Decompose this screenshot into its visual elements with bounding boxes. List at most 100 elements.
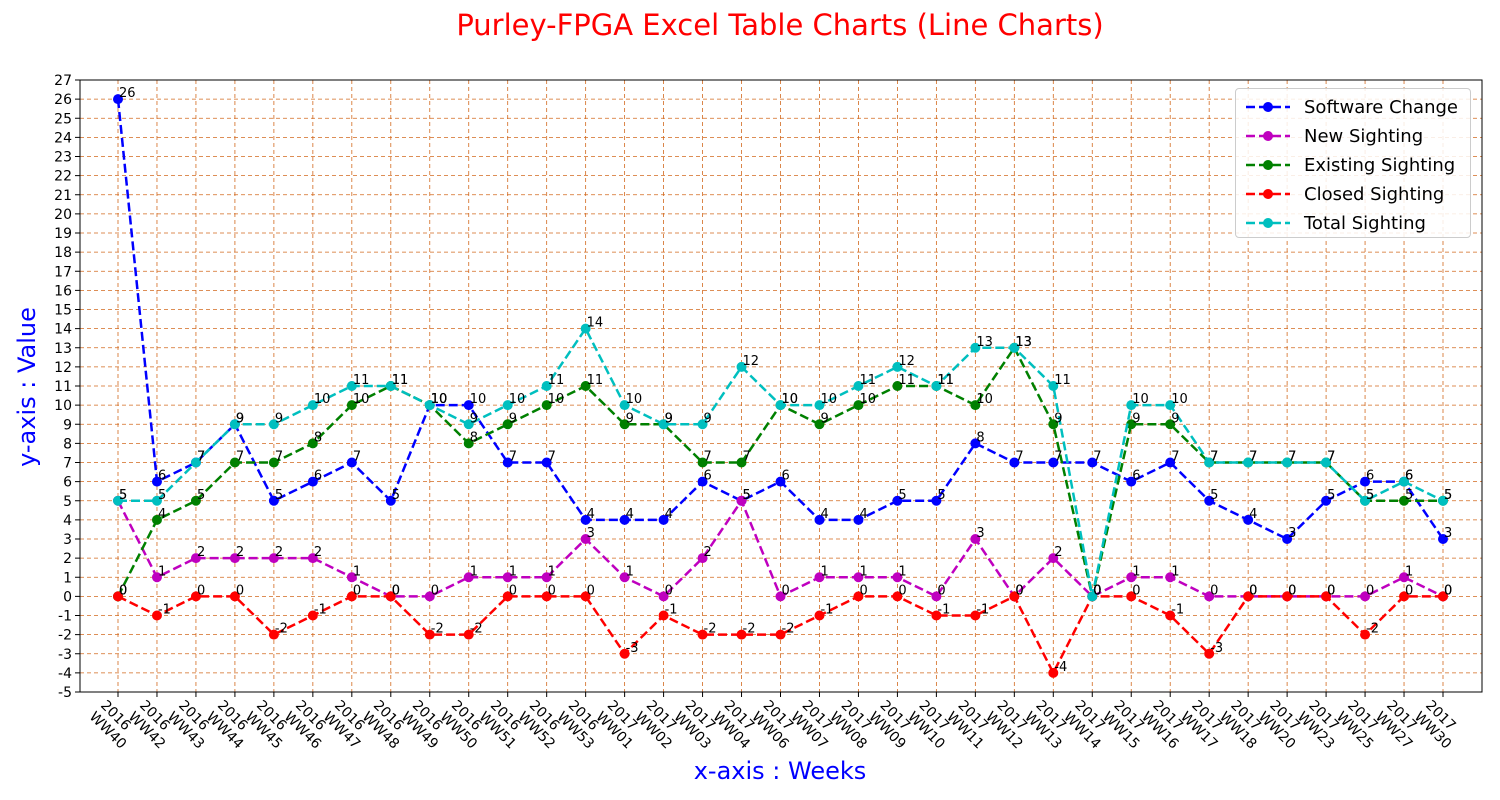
data-label-total-sighting: 9 xyxy=(236,411,244,426)
data-point-closed-sighting xyxy=(1360,629,1371,640)
data-label-total-sighting: 10 xyxy=(820,392,837,407)
data-point-software-change xyxy=(502,457,513,468)
data-label-existing-sighting: 11 xyxy=(937,373,954,388)
data-label-total-sighting: 11 xyxy=(548,373,565,388)
data-label-software-change: 3 xyxy=(1444,526,1452,541)
y-tick-label: 2 xyxy=(63,551,72,567)
data-point-software-change xyxy=(814,514,825,525)
x-axis-ticks: 2016WW40 2016WW42 2016WW43 2016WW44 2016WW45… xyxy=(86,692,1459,752)
data-point-new-sighting xyxy=(268,553,279,564)
data-point-existing-sighting xyxy=(463,438,474,449)
y-tick-label: 10 xyxy=(54,398,72,414)
data-label-closed-sighting: -3 xyxy=(1210,641,1223,656)
data-label-new-sighting: 3 xyxy=(587,526,595,541)
data-label-total-sighting: 10 xyxy=(1171,392,1188,407)
data-label-software-change: 7 xyxy=(197,450,205,465)
data-label-software-change: 7 xyxy=(509,450,517,465)
y-tick-label: 18 xyxy=(54,245,72,261)
data-label-closed-sighting: -1 xyxy=(665,603,678,618)
legend-swatch xyxy=(1246,102,1290,112)
data-label-new-sighting: 0 xyxy=(1249,583,1257,598)
data-label-software-change: 5 xyxy=(1210,488,1218,503)
data-label-closed-sighting: -2 xyxy=(431,622,444,637)
data-label-closed-sighting: -2 xyxy=(275,622,288,637)
data-label-software-change: 5 xyxy=(1327,488,1335,503)
y-tick-label: 1 xyxy=(63,570,72,586)
data-label-new-sighting: 2 xyxy=(197,545,205,560)
data-point-closed-sighting xyxy=(307,610,318,621)
data-label-software-change: 7 xyxy=(1054,450,1062,465)
data-label-total-sighting: 11 xyxy=(937,373,954,388)
data-label-new-sighting: 2 xyxy=(704,545,712,560)
data-point-new-sighting xyxy=(931,591,942,602)
data-point-new-sighting xyxy=(307,553,318,564)
data-label-existing-sighting: 10 xyxy=(782,392,799,407)
data-point-existing-sighting xyxy=(619,419,630,430)
data-point-existing-sighting xyxy=(853,400,864,411)
data-point-existing-sighting xyxy=(1126,419,1137,430)
data-label-new-sighting: 1 xyxy=(1171,564,1179,579)
data-point-new-sighting xyxy=(814,572,825,583)
data-label-new-sighting: 0 xyxy=(1366,583,1374,598)
data-label-closed-sighting: 0 xyxy=(197,583,205,598)
data-point-existing-sighting xyxy=(814,419,825,430)
data-label-total-sighting: 13 xyxy=(1015,335,1032,350)
data-point-new-sighting xyxy=(1360,591,1371,602)
data-point-software-change xyxy=(970,438,981,449)
data-point-software-change xyxy=(1321,495,1332,506)
data-point-software-change xyxy=(931,495,942,506)
data-point-new-sighting xyxy=(775,591,786,602)
data-label-closed-sighting: 0 xyxy=(898,583,906,598)
data-label-software-change: 6 xyxy=(1132,469,1140,484)
data-label-total-sighting: 12 xyxy=(743,354,760,369)
data-point-software-change xyxy=(1165,457,1176,468)
data-label-new-sighting: 2 xyxy=(236,545,244,560)
data-label-total-sighting: 11 xyxy=(859,373,876,388)
data-point-software-change xyxy=(268,495,279,506)
data-label-total-sighting: 9 xyxy=(275,411,283,426)
data-point-closed-sighting xyxy=(775,629,786,640)
data-label-closed-sighting: -1 xyxy=(1171,603,1184,618)
data-point-new-sighting xyxy=(697,553,708,564)
y-tick-label: 13 xyxy=(54,341,72,357)
data-label-new-sighting: 2 xyxy=(314,545,322,560)
legend-label: New Sighting xyxy=(1304,126,1424,147)
data-label-total-sighting: 14 xyxy=(587,316,604,331)
data-label-new-sighting: 1 xyxy=(158,564,166,579)
y-tick-label: -5 xyxy=(58,685,72,701)
data-point-existing-sighting xyxy=(970,400,981,411)
data-label-existing-sighting: 10 xyxy=(976,392,993,407)
data-label-closed-sighting: 0 xyxy=(1444,583,1452,598)
legend-item-existing-sighting: Existing Sighting xyxy=(1244,153,1470,177)
data-point-new-sighting xyxy=(736,495,747,506)
data-label-closed-sighting: -2 xyxy=(782,622,795,637)
data-point-software-change xyxy=(541,457,552,468)
data-label-existing-sighting: 13 xyxy=(1015,335,1032,350)
data-point-existing-sighting xyxy=(346,400,357,411)
data-label-existing-sighting: 8 xyxy=(314,430,322,445)
data-label-software-change: 4 xyxy=(587,507,595,522)
data-label-software-change: 7 xyxy=(548,450,556,465)
data-point-new-sighting xyxy=(463,572,474,583)
data-label-closed-sighting: -1 xyxy=(976,603,989,618)
data-point-total-sighting xyxy=(190,457,201,468)
y-tick-label: 23 xyxy=(54,150,72,166)
data-label-software-change: 7 xyxy=(1171,450,1179,465)
data-label-new-sighting: 0 xyxy=(782,583,790,598)
data-point-total-sighting xyxy=(658,419,669,430)
data-label-existing-sighting: 7 xyxy=(1249,450,1257,465)
data-point-closed-sighting xyxy=(697,629,708,640)
data-point-total-sighting xyxy=(541,381,552,391)
data-point-closed-sighting xyxy=(1165,610,1176,621)
y-tick-label: 27 xyxy=(54,73,72,89)
y-tick-label: -4 xyxy=(58,666,72,682)
data-label-total-sighting: 13 xyxy=(976,335,993,350)
y-tick-label: 19 xyxy=(54,226,72,242)
y-tick-label: 26 xyxy=(54,92,72,108)
y-tick-label: 25 xyxy=(54,111,72,127)
data-point-software-change xyxy=(1009,457,1020,468)
y-tick-label: 4 xyxy=(63,513,72,529)
data-label-closed-sighting: -3 xyxy=(626,641,639,656)
data-label-new-sighting: 0 xyxy=(1015,583,1023,598)
legend-swatch xyxy=(1246,218,1290,228)
